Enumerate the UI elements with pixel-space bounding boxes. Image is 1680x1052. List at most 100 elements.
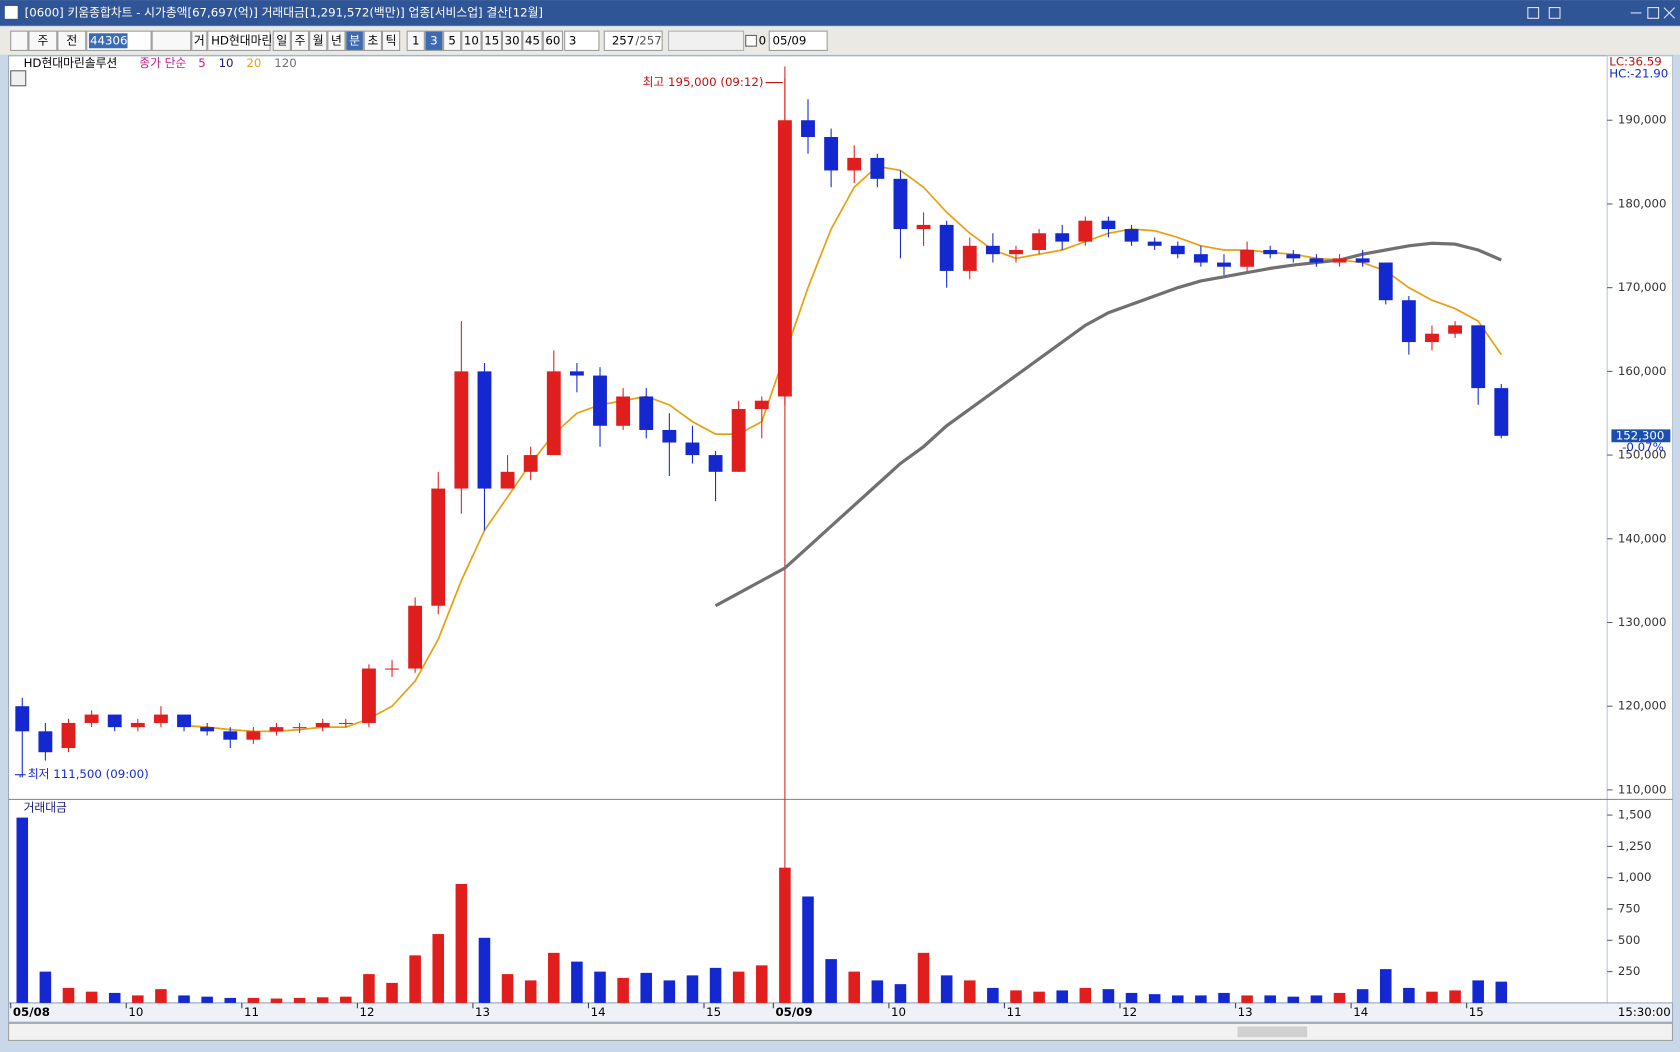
candle-body xyxy=(1009,249,1023,255)
volume-bar xyxy=(1495,981,1508,1003)
volume-bar xyxy=(871,980,884,1003)
volume-bar xyxy=(548,952,560,1003)
hc-label: HC:-21.90 xyxy=(1609,66,1668,80)
period-button[interactable] xyxy=(381,30,401,51)
volume-bar xyxy=(39,971,52,1003)
ma-legend: 5 xyxy=(198,56,206,70)
volume-bar xyxy=(963,980,976,1003)
x-tick-label: 13 xyxy=(475,1005,490,1019)
period-button-label: 초 xyxy=(367,33,378,47)
interval-input[interactable] xyxy=(564,30,600,51)
interval-button[interactable] xyxy=(501,30,523,51)
menu-icon[interactable] xyxy=(10,30,29,51)
candle-body xyxy=(847,157,862,171)
interval-button[interactable] xyxy=(424,30,444,51)
period-button[interactable] xyxy=(272,30,291,51)
y-tick-label: 180,000 xyxy=(1618,196,1667,210)
volume-bar xyxy=(663,980,676,1003)
candle-body xyxy=(246,731,261,740)
candle-body xyxy=(777,120,792,397)
x-tick-label: 15 xyxy=(1469,1005,1484,1019)
candle-body xyxy=(662,429,677,443)
y-tick-label: 160,000 xyxy=(1618,364,1667,378)
candle-body xyxy=(269,727,284,732)
period-button-label: 틱 xyxy=(386,33,397,47)
volume-bar xyxy=(894,984,907,1003)
moving-average-line xyxy=(183,165,1503,733)
period-button[interactable] xyxy=(327,30,346,51)
volume-bar xyxy=(224,997,237,1003)
toolbar-button[interactable] xyxy=(57,30,87,51)
volume-bar xyxy=(1010,990,1022,1003)
volume-bar xyxy=(1472,980,1484,1003)
count-input[interactable] xyxy=(603,30,663,51)
candle-body xyxy=(685,442,700,456)
candle-body xyxy=(454,371,469,489)
volume-bar xyxy=(132,995,144,1003)
count: 257 xyxy=(612,33,634,47)
period-button[interactable] xyxy=(290,30,310,51)
candle-body xyxy=(1078,220,1093,242)
tool-icons[interactable] xyxy=(668,30,745,51)
interval-button[interactable] xyxy=(461,30,482,51)
interval-button-label: 5 xyxy=(448,33,456,47)
candle-body xyxy=(1240,249,1255,267)
candle-body xyxy=(38,731,53,753)
volume-bar xyxy=(686,975,699,1003)
interval-button[interactable] xyxy=(443,30,462,51)
interval-button[interactable] xyxy=(406,30,425,51)
scrollbar[interactable] xyxy=(8,1022,1674,1041)
candle-body xyxy=(1032,233,1047,250)
volume-bar xyxy=(340,996,352,1003)
volume-tick-label: 750 xyxy=(1618,902,1640,916)
candle-body xyxy=(916,224,931,230)
period-button[interactable] xyxy=(345,30,364,51)
interval-button-label: 60 xyxy=(545,33,560,47)
interval-button-label: 1 xyxy=(412,33,420,47)
candle-body xyxy=(1193,254,1208,263)
period-button-label: 일 xyxy=(276,33,287,47)
volume-bar xyxy=(386,982,398,1003)
candle-body xyxy=(708,455,723,472)
candle-body xyxy=(338,722,353,725)
volume-bar xyxy=(1264,995,1276,1003)
interval-value: 3 xyxy=(569,33,577,47)
candle-body xyxy=(870,157,885,179)
volume-bar xyxy=(917,952,930,1003)
volume-bar xyxy=(1218,992,1230,1003)
y-tick-label: 150,000 xyxy=(1618,448,1667,462)
candle-body xyxy=(1263,249,1278,255)
candle-body xyxy=(962,245,977,271)
candle-body xyxy=(1471,325,1486,389)
period-button[interactable] xyxy=(363,30,382,51)
interval-button[interactable] xyxy=(481,30,502,51)
interval-button[interactable] xyxy=(522,30,543,51)
chart-area xyxy=(8,55,1674,1004)
interval-button[interactable] xyxy=(542,30,564,51)
group-button[interactable] xyxy=(191,30,208,51)
candle-body xyxy=(431,488,446,606)
window-controls[interactable] xyxy=(1527,7,1676,19)
volume-bar xyxy=(524,980,537,1003)
candle-body xyxy=(1401,300,1416,343)
volume-bar xyxy=(802,896,814,1003)
candle-body xyxy=(546,371,561,456)
volume-bar xyxy=(16,817,29,1003)
period-button-label: 주 xyxy=(295,33,306,47)
volume-bar xyxy=(316,997,329,1003)
volume-bar xyxy=(270,998,283,1003)
table-icon[interactable] xyxy=(10,70,27,87)
name-field[interactable] xyxy=(207,30,271,51)
date-input[interactable] xyxy=(768,30,828,51)
period-button[interactable] xyxy=(309,30,328,51)
scroll-thumb[interactable] xyxy=(1237,1026,1308,1038)
volume-bar xyxy=(1379,969,1392,1003)
candle-body xyxy=(107,714,122,728)
volume-bar xyxy=(571,961,583,1003)
candle-body xyxy=(523,455,538,472)
search-button[interactable] xyxy=(151,30,192,51)
toolbar-button[interactable] xyxy=(28,30,58,51)
checkbox[interactable] xyxy=(745,34,757,47)
x-tick-label: 13 xyxy=(1238,1005,1253,1019)
